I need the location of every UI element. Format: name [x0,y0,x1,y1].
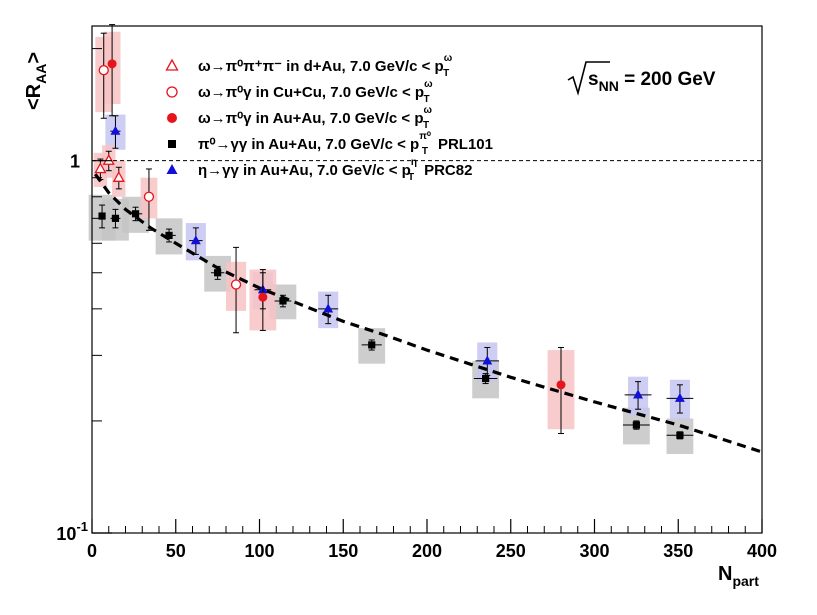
legend-superscript: π⁰ [419,131,431,142]
legend-superscript: η [411,157,417,168]
fit-curve [94,173,763,454]
x-tick-label: 300 [579,541,609,561]
eta_AuAu-point [110,125,121,135]
y-axis-title: <RAA> [23,52,49,110]
legend-marker-eta_AuAu [166,164,178,174]
legend-subscript: T [408,172,414,183]
data-points [94,24,694,440]
legend-text: ω→π⁰π⁺π⁻ in d+Au, 7.0 GeV/c < p [198,58,444,75]
legend-marker-pi0_AuAu [168,140,176,148]
pi0_AuAu-point [98,212,106,220]
omega_dAu-point [102,153,115,165]
legend-subscript: T [423,120,429,131]
x-tick-label: 50 [166,541,186,561]
legend-superscript: ω [424,79,433,90]
y-tick-label-one: 1 [70,152,80,172]
legend-superscript: ω [424,105,433,116]
omega_CuCu-point [230,279,242,290]
legend-subscript: T [443,68,449,79]
pi0_AuAu-point [676,431,684,439]
tick-labels: 0 50 100 150 200 250 300 350 400 1 10-1 [56,152,777,561]
omega_AuAu-point [556,380,566,390]
x-tick-label: 250 [496,541,526,561]
legend-label-omega_AuAu: ω→π⁰γ in Au+Au, 7.0 GeV/c < pω T [198,105,433,131]
legend-marker-omega_CuCu [166,86,178,98]
legend-text: ω→π⁰γ in Au+Au, 7.0 GeV/c < p [198,110,424,127]
omega_CuCu-point [143,191,155,202]
x-tick-label: 350 [663,541,693,561]
omega_AuAu-point [258,292,268,302]
y-tick-base: 10 [56,524,76,544]
legend: ω→π⁰π⁺π⁻ in d+Au, 7.0 GeV/c < pω Tω→π⁰γ i… [165,53,493,183]
pi0_AuAu-point [368,341,376,349]
pi0_AuAu-point [279,297,287,305]
x-tick-label: 150 [328,541,358,561]
eta_AuAu-point [190,235,201,245]
omega_dAu-point [112,170,125,182]
pi0_AuAu-point [111,214,120,222]
pi0_AuAu-point [131,210,140,218]
eta_AuAu-point [482,355,493,365]
legend-text: π⁰→γγ in Au+Au, 7.0 GeV/c < p [198,136,419,153]
legend-label-eta_AuAu: η→γγ in Au+Au, 7.0 GeV/c < pη T PRC82 [198,157,472,183]
eta_AuAu-point [674,392,685,402]
legend-marker-omega_AuAu [167,113,177,123]
omega_dAu-point [94,162,107,174]
x-tick-label: 0 [87,541,97,561]
legend-label-pi0_AuAu: π⁰→γγ in Au+Au, 7.0 GeV/c < pπ⁰ T PRL101 [198,131,493,157]
sqrt-sign [567,61,610,96]
legend-marker-omega_dAu [165,58,179,71]
pi0_AuAu-point [482,374,490,383]
eta_AuAu-point [633,389,643,399]
legend-subscript: T [422,146,428,157]
omega_CuCu-point [98,65,109,76]
energy-label: sNN = 200 GeV [588,69,716,94]
legend-reference: PRL101 [438,136,493,153]
pi0_AuAu-point [632,421,640,429]
legend-label-omega_CuCu: ω→π⁰γ in Cu+Cu, 7.0 GeV/c < pω T [198,79,433,105]
legend-label-omega_dAu: ω→π⁰π⁺π⁻ in d+Au, 7.0 GeV/c < pω T [198,53,453,79]
legend-text: ω→π⁰γ in Cu+Cu, 7.0 GeV/c < p [198,84,424,101]
y-tick-exponent: -1 [76,519,88,534]
y-tick-label-tenth: 10-1 [56,519,88,544]
pi0_AuAu-point [214,269,222,277]
legend-text: η→γγ in Au+Au, 7.0 GeV/c < p [198,162,411,179]
energy-annotation: sNN = 200 GeV [567,61,716,96]
legend-subscript: T [424,94,430,105]
x-tick-label: 100 [244,541,274,561]
legend-superscript: ω [444,53,453,64]
axis-ticks [91,48,763,534]
fit-curve-group [94,173,763,454]
x-tick-label: 400 [747,541,777,561]
x-axis-title: Npart [718,563,759,589]
omega_AuAu-point [107,59,117,69]
eta_AuAu-point [323,303,334,313]
pi0_AuAu-point [165,231,173,239]
legend-reference: PRC82 [424,162,472,179]
x-tick-label: 200 [412,541,442,561]
